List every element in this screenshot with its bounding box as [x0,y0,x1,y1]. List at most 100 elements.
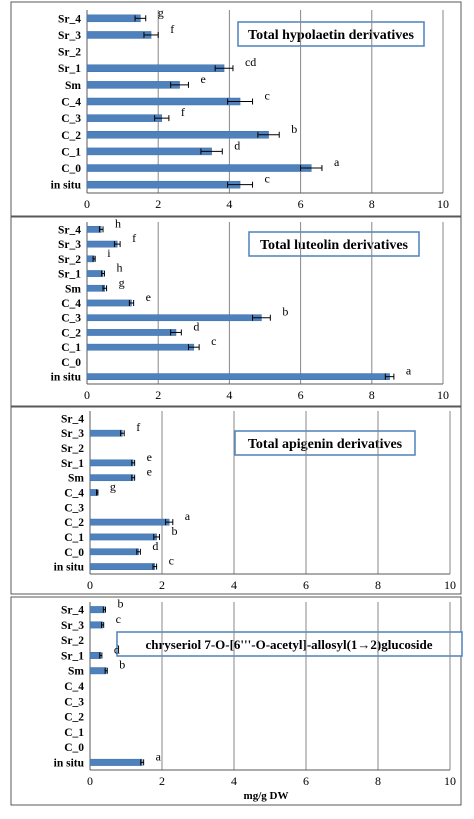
bar [89,563,156,570]
panel-apigenin: Total apigenin derivatives 0 2 4 6 8 10 Sr_4 Sr… [10,406,462,595]
category-label: C_2 [61,130,81,142]
bar [86,329,177,336]
category-label: Sr_4 [61,413,84,425]
panel-title-box [237,21,425,47]
bar [86,14,141,23]
category-label: C_2 [64,712,84,724]
x-tick-label: 0 [87,774,93,788]
significance-letter: g [110,480,116,494]
category-label: in situ [54,757,85,769]
panel-hypolaetin: Total hypolaetin derivatives 0 2 4 6 8 10 Sr_4… [10,1,462,217]
panel-title: Total apigenin derivatives [248,437,403,452]
category-label: C_0 [64,547,84,559]
category-label: C_0 [61,357,81,369]
significance-letter: i [107,246,111,260]
category-label: Sm [68,666,84,678]
bar [89,518,170,526]
significance-letter: e [147,465,152,479]
x-axis-label: mg/g DW [244,790,289,802]
category-label: Sm [65,283,81,295]
significance-letter: e [147,450,152,464]
bar [86,31,152,39]
bar [86,343,195,351]
category-label: in situ [54,562,85,574]
category-label: C_3 [64,696,84,708]
significance-letter: c [211,334,216,348]
significance-letter: h [116,261,122,275]
bar [89,758,143,766]
category-label: C_1 [61,342,81,354]
significance-letter: f [132,231,136,245]
x-tick-label: 0 [87,578,93,592]
bar [86,314,262,322]
category-label: Sr_2 [61,635,84,647]
panel-title-box [116,631,463,657]
panel-border [10,596,462,806]
significance-letter: a [185,509,191,523]
significance-letter: cd [245,55,256,69]
bar [86,270,104,277]
bar [86,97,241,106]
panel-title: Total hypolaetin derivatives [248,28,414,43]
bar [86,240,118,248]
significance-letter: b [119,658,125,672]
x-tick-label: 4 [226,197,232,211]
bar [89,548,139,556]
category-label: Sr_1 [61,458,84,470]
category-label: C_4 [61,97,81,109]
category-label: C_4 [64,488,84,500]
x-tick-label: 10 [437,388,449,402]
category-label: C_3 [64,502,84,514]
x-tick-label: 2 [159,774,165,788]
significance-letter: a [156,749,162,763]
significance-letter: a [334,155,340,169]
category-label: in situ [51,372,82,384]
category-label: C_1 [64,727,84,739]
bar [89,533,157,541]
bar [86,147,212,156]
category-label: Sr_3 [61,428,84,440]
x-tick-label: 4 [231,774,237,788]
category-label: Sr_3 [61,620,84,632]
bar [89,459,134,467]
category-label: Sr_4 [58,13,81,25]
category-label: Sr_1 [61,650,84,662]
category-label: Sr_4 [61,605,84,617]
x-tick-label: 6 [303,774,309,788]
category-label: C_1 [64,532,84,544]
x-tick-label: 0 [84,197,90,211]
significance-letter: d [193,319,199,333]
bar [86,373,390,380]
panel-border [10,216,462,407]
significance-letter: c [116,612,121,626]
category-label: Sr_2 [61,443,84,455]
significance-letter: e [146,290,151,304]
significance-letter: f [136,420,140,434]
significance-letter: g [119,275,125,289]
significance-letter: b [171,524,177,538]
panel-title: Total luteolin derivatives [260,238,409,253]
x-tick-label: 8 [369,197,375,211]
category-label: C_0 [64,742,84,754]
significance-letter: d [234,138,240,152]
category-label: Sr_2 [58,47,81,59]
significance-letter: a [406,364,412,378]
x-tick-label: 2 [159,578,165,592]
category-label: Sr_2 [58,254,81,266]
panel-title: chryseriol 7-O-[6'''-O-acetyl]-allosyl(1… [145,637,432,652]
significance-letter: b [117,597,123,611]
x-tick-label: 4 [226,388,232,402]
category-label: C_3 [61,313,81,325]
category-label: Sm [68,473,84,485]
panel-border [10,406,462,595]
x-tick-label: 8 [375,578,381,592]
bar [89,621,103,629]
x-tick-label: 8 [369,388,375,402]
significance-letter: c [265,172,270,186]
bar [86,114,163,122]
x-tick-label: 0 [84,388,90,402]
